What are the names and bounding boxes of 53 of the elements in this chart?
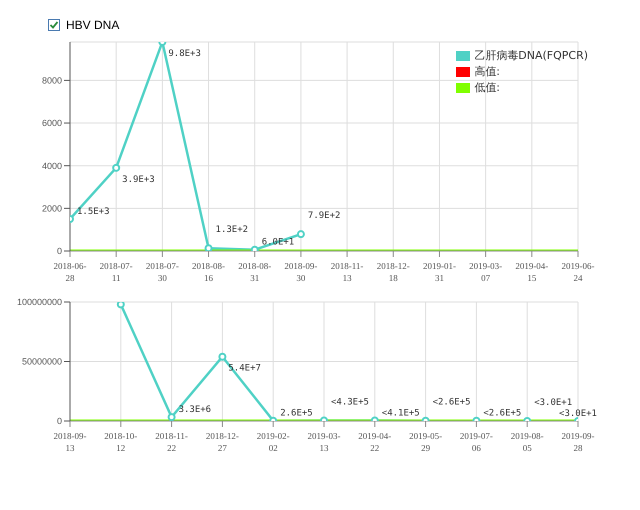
data-label: 3.9E+3 xyxy=(122,174,155,185)
x-tick-label: 2018-07-30 xyxy=(146,261,179,283)
data-label: 3.3E+6 xyxy=(178,405,212,416)
x-tick-label: 2019-02-02 xyxy=(256,431,290,453)
data-label: <4.3E+5 xyxy=(331,397,369,408)
x-tick-label: 2018-11-13 xyxy=(330,261,364,283)
x-tick-label: 2018-10-12 xyxy=(104,431,138,453)
x-tick-label: 2019-07-06 xyxy=(460,431,493,453)
x-tick-label: 2019-03-07 xyxy=(469,261,502,283)
chart-title: HBV DNA xyxy=(66,18,120,32)
point xyxy=(204,244,213,251)
data-label: 1.5E+3 xyxy=(77,207,110,218)
x-tick-label: 2018-12-18 xyxy=(376,261,410,283)
x-tick-label: 2019-06-24 xyxy=(562,261,594,283)
data-label: <2.6E+5 xyxy=(483,408,522,419)
x-tick-label: 2018-08-31 xyxy=(238,261,272,283)
x-tick-label: 2018-11-22 xyxy=(155,431,188,453)
x-tick-label: 2018-06-28 xyxy=(54,261,86,283)
y-tick-label: 0 xyxy=(56,246,62,256)
x-tick-label: 2018-08-16 xyxy=(192,261,226,283)
y-tick-label: 8000 xyxy=(42,76,62,86)
x-tick-label: 2019-01-31 xyxy=(422,261,456,283)
x-tick-label: 2018-09-13 xyxy=(54,431,86,453)
data-label: 9.8E+3 xyxy=(168,49,201,59)
data-label: <3.0E+1 xyxy=(559,409,597,419)
x-tick-label: 2019-03-13 xyxy=(308,431,340,453)
y-tick-label: 50000000 xyxy=(22,356,62,367)
x-tick-label: 2019-08-05 xyxy=(510,431,544,453)
data-label: <2.6E+5 xyxy=(432,398,471,408)
data-label: <3.0E+1 xyxy=(534,398,572,408)
point xyxy=(296,230,305,238)
data-label: <4.1E+5 xyxy=(382,408,420,419)
x-tick-label: 2019-09-28 xyxy=(562,431,594,453)
x-tick-label: 2018-09-30 xyxy=(284,261,318,283)
y-tick-label: 4000 xyxy=(42,160,62,171)
y-tick-label: 2000 xyxy=(42,204,62,214)
data-label: 1.3E+2 xyxy=(216,225,248,236)
point xyxy=(112,164,120,172)
legend-label: 高值: xyxy=(474,64,500,80)
point xyxy=(116,302,125,308)
data-label: 7.9E+2 xyxy=(308,211,340,222)
y-tick-label: 0 xyxy=(56,416,62,426)
legend-label: 低值: xyxy=(474,80,500,96)
x-tick-label: 2018-07-11 xyxy=(100,261,133,283)
x-tick-label: 2019-05-29 xyxy=(409,431,442,453)
y-tick-label: 6000 xyxy=(42,118,62,128)
x-tick-label: 2019-04-22 xyxy=(358,431,392,453)
legend-label: 乙肝病毒DNA(FQPCR) xyxy=(474,48,588,64)
x-tick-label: 2018-12-27 xyxy=(206,431,239,453)
y-tick-label: 100000000 xyxy=(16,297,62,308)
data-label: 2.6E+5 xyxy=(280,408,313,419)
point xyxy=(218,352,226,361)
x-tick-label: 2019-04-15 xyxy=(515,261,548,283)
